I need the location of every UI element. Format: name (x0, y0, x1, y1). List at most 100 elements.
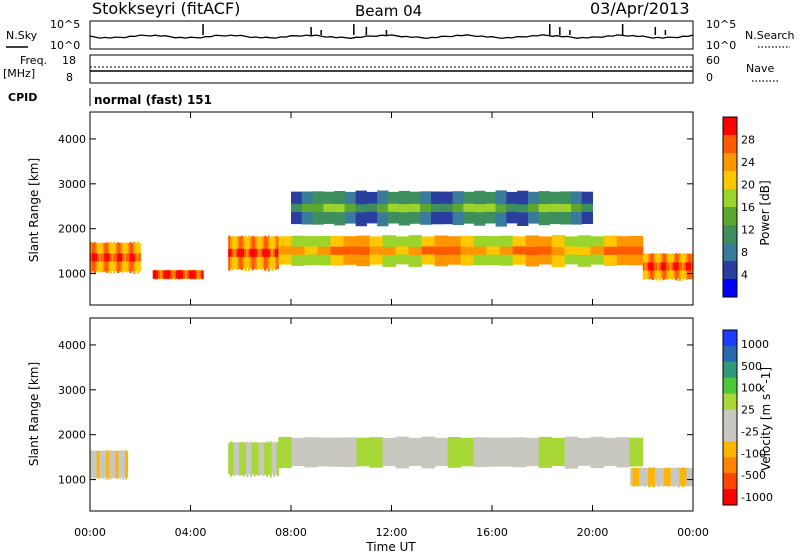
heatmap-cell-core (312, 204, 324, 213)
heatmap-cell-core (122, 253, 125, 262)
heatmap-cell (686, 467, 689, 487)
heatmap-cell-core (156, 270, 159, 279)
heatmap-cell (260, 442, 263, 476)
colorbar-swatch (723, 135, 737, 154)
heatmap-cell (256, 442, 260, 476)
heatmap-cell-core (244, 249, 247, 258)
heatmap-cell-core (91, 253, 95, 262)
heatmap-cell-core (233, 248, 236, 257)
colorbar-swatch (723, 393, 737, 411)
time-axis: 00:00 04:00 08:00 12:00 16:00 20:00 00:00 (74, 526, 709, 539)
colorbar-tick-label: 8 (741, 246, 748, 259)
heatmap-cell-core (265, 248, 269, 257)
heatmap-cell-core (648, 262, 651, 271)
heatmap-cell-core (129, 253, 132, 262)
cpid-label: CPID (8, 91, 37, 104)
heatmap-cell (121, 451, 123, 478)
x-tick-label: 00:00 (74, 526, 106, 539)
heatmap-cell-core (195, 270, 199, 279)
heatmap-cell-core (125, 253, 129, 262)
heatmap-cell-core (170, 270, 174, 279)
heatmap-cell (630, 468, 633, 486)
colorbar-swatch (723, 207, 737, 226)
velocity-colorbar: 1000 500 100 25 -25 -100 -500 -1000 (722, 329, 773, 506)
heatmap-cell-core (95, 253, 98, 262)
heatmap-cell-core (517, 204, 529, 213)
heatmap-cell-core (527, 203, 540, 212)
heatmap-cell-core (93, 253, 96, 262)
heatmap-cell-core (560, 203, 572, 212)
heatmap-cell (538, 436, 553, 468)
heatmap-cell-core (484, 203, 497, 212)
noise-right-tick-bottom: 10^0 (706, 39, 736, 52)
heatmap-cell-core (201, 270, 204, 279)
heatmap-cell-core (343, 246, 357, 255)
heatmap-cell-core (629, 246, 644, 255)
heatmap-cell-core (473, 246, 488, 255)
y-tick-label: 3000 (58, 384, 86, 397)
heatmap-cell-core (323, 203, 335, 212)
heatmap-cell (244, 442, 247, 475)
heatmap-cell (629, 437, 644, 467)
heatmap-cell (100, 451, 103, 478)
y-tick-label: 1000 (58, 474, 86, 487)
heatmap-cell-core (158, 270, 161, 279)
heatmap-cell (408, 437, 422, 466)
heatmap-cell (273, 441, 276, 477)
heatmap-cell-core (662, 262, 665, 271)
heatmap-cell (343, 437, 357, 468)
freq-tick-bottom: 8 (66, 71, 73, 84)
y-tick-label: 2000 (58, 429, 86, 442)
heatmap-cell (577, 437, 592, 466)
colorbar-tick-label: 28 (741, 134, 755, 147)
heatmap-cell-core (260, 248, 263, 257)
heatmap-cell (115, 450, 118, 479)
heatmap-cell-core (571, 203, 583, 212)
colorbar-swatch (723, 457, 737, 474)
heatmap-cell (473, 437, 488, 468)
heatmap-cell-core (90, 253, 93, 262)
heatmap-cell-core (653, 262, 656, 271)
noise-left-tick-top: 10^5 (50, 18, 80, 31)
heatmap-cell-core (684, 262, 687, 271)
heatmap-cell-core (377, 204, 389, 213)
heatmap-cell (114, 450, 116, 479)
heatmap-cell-core (603, 246, 618, 255)
heatmap-cell-core (97, 253, 100, 262)
heatmap-cell-core (269, 248, 272, 257)
heatmap-cell-core (258, 248, 261, 257)
colorbar-tick-label: -25 (741, 425, 759, 438)
colorbar-swatch (723, 377, 737, 395)
heatmap-cell-core (421, 246, 436, 255)
heatmap-cell (382, 437, 396, 467)
heatmap-cell-core (356, 246, 370, 255)
heatmap-cell-core (441, 203, 454, 212)
x-tick-label: 00:00 (677, 526, 709, 539)
heatmap-cell-core (666, 262, 669, 271)
noise-left-tick-bottom: 10^0 (50, 39, 80, 52)
heatmap-cell (262, 442, 265, 476)
heatmap-cell-core (197, 270, 200, 279)
colorbar-tick-label: 4 (741, 269, 748, 282)
heatmap-cell-core (136, 253, 139, 262)
heatmap-cell-core (667, 262, 671, 271)
heatmap-cell (659, 468, 663, 486)
noise-left-label: N.Sky (6, 29, 38, 42)
heatmap-cell-core (344, 203, 357, 212)
heatmap-cell-core (107, 253, 111, 262)
heatmap-cell (677, 467, 680, 488)
heatmap-cell (264, 442, 267, 475)
heatmap-cell-core (334, 204, 346, 213)
heatmap-cell (123, 451, 126, 478)
heatmap-cell-core (109, 253, 112, 262)
colorbar-swatch (723, 489, 737, 506)
heatmap-cell (265, 441, 269, 477)
heatmap-cell-core (152, 270, 156, 279)
velocity-heatmap-marks (90, 436, 694, 488)
heatmap-cell-core (669, 262, 672, 271)
heatmap-cell (304, 437, 318, 468)
heatmap-cell (242, 441, 245, 477)
colorbar-tick-label: 16 (741, 201, 755, 214)
heatmap-cell (636, 467, 640, 487)
heatmap-cell-core (671, 262, 674, 271)
